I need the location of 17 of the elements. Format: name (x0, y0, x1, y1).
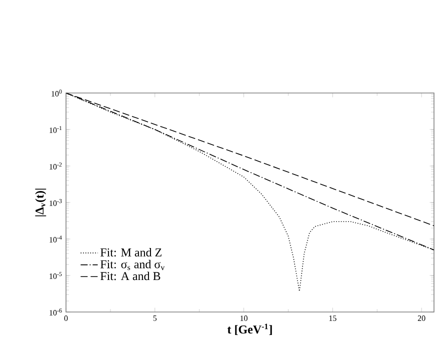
legend-label: Fit: σ$_{s}$ and σ$_{v}$ (100, 260, 165, 270)
x-tick-label: 0 (64, 316, 68, 321)
y-tick-label: 10$^{0}$ (52, 90, 62, 96)
text: t [GeV$^{-1}$] (227, 324, 272, 336)
y-tick-label: 10$^{-2}$ (50, 162, 62, 170)
x-tick-label: 15 (329, 316, 336, 321)
x-tick-label: 20 (418, 316, 426, 321)
y-tick-label: 10$^{-4}$ (50, 236, 62, 242)
y-tick-label: 10$^{-5}$ (50, 272, 62, 279)
legend-label: Fit: A and B (100, 272, 160, 280)
y-tick-label: 10$^{-3}$ (50, 199, 62, 206)
x-tick-label: 5 (153, 316, 157, 321)
y-tick-label: 10$^{-1}$ (50, 126, 62, 133)
legend-label: Fit: M and Z (100, 248, 162, 257)
x-tick-label: 10 (240, 316, 248, 321)
y-tick-label: 10$^{-6}$ (50, 308, 62, 316)
text: |Δ$_{v}$(t)| (35, 188, 46, 216)
